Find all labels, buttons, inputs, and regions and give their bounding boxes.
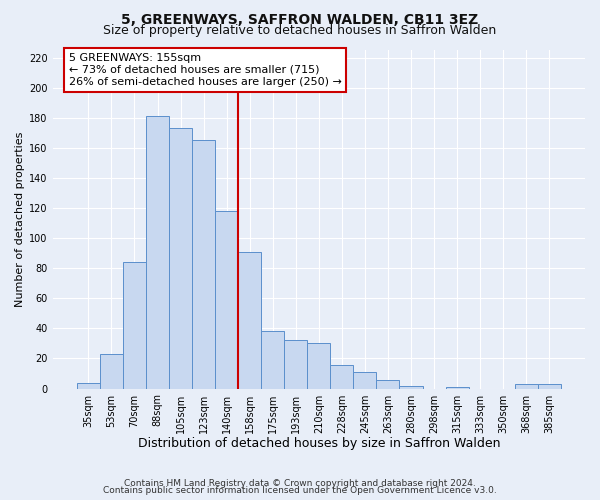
Bar <box>261 332 284 388</box>
Bar <box>146 116 169 388</box>
Bar <box>515 384 538 388</box>
Bar <box>538 384 561 388</box>
Text: 5, GREENWAYS, SAFFRON WALDEN, CB11 3EZ: 5, GREENWAYS, SAFFRON WALDEN, CB11 3EZ <box>121 12 479 26</box>
Bar <box>77 382 100 388</box>
Text: 5 GREENWAYS: 155sqm
← 73% of detached houses are smaller (715)
26% of semi-detac: 5 GREENWAYS: 155sqm ← 73% of detached ho… <box>68 54 341 86</box>
Bar <box>446 387 469 388</box>
Bar <box>331 364 353 388</box>
Bar <box>238 252 261 388</box>
X-axis label: Distribution of detached houses by size in Saffron Walden: Distribution of detached houses by size … <box>137 437 500 450</box>
Bar <box>284 340 307 388</box>
Bar <box>376 380 400 388</box>
Bar <box>353 372 376 388</box>
Bar <box>215 211 238 388</box>
Bar <box>192 140 215 388</box>
Bar <box>400 386 422 388</box>
Bar <box>169 128 192 388</box>
Text: Contains HM Land Registry data © Crown copyright and database right 2024.: Contains HM Land Registry data © Crown c… <box>124 478 476 488</box>
Bar <box>123 262 146 388</box>
Bar <box>100 354 123 388</box>
Bar <box>307 344 331 388</box>
Text: Contains public sector information licensed under the Open Government Licence v3: Contains public sector information licen… <box>103 486 497 495</box>
Y-axis label: Number of detached properties: Number of detached properties <box>15 132 25 307</box>
Text: Size of property relative to detached houses in Saffron Walden: Size of property relative to detached ho… <box>103 24 497 37</box>
